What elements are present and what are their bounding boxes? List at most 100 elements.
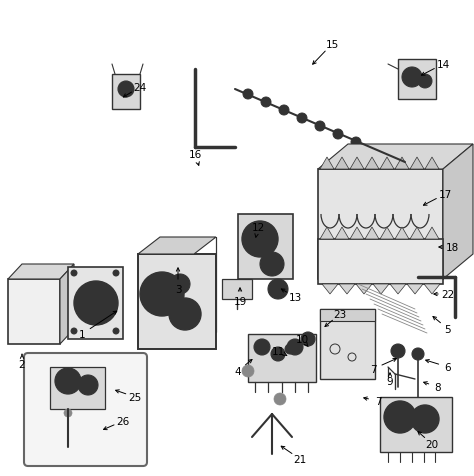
Text: 14: 14 — [437, 60, 450, 70]
Bar — [238, 215, 293, 279]
Circle shape — [393, 410, 407, 424]
Circle shape — [113, 328, 119, 334]
Circle shape — [140, 272, 184, 317]
Circle shape — [285, 344, 295, 354]
Text: 17: 17 — [438, 189, 452, 199]
Text: 1: 1 — [79, 329, 85, 339]
Text: 6: 6 — [445, 362, 451, 372]
Polygon shape — [443, 145, 473, 279]
Circle shape — [279, 106, 289, 116]
Text: 19: 19 — [233, 297, 246, 307]
Polygon shape — [335, 228, 349, 239]
Bar — [318, 239, 443, 284]
Circle shape — [315, 122, 325, 132]
Circle shape — [402, 68, 422, 88]
Text: 12: 12 — [251, 223, 264, 232]
Polygon shape — [335, 158, 349, 169]
Bar — [248, 334, 316, 382]
Text: 16: 16 — [188, 149, 201, 159]
Polygon shape — [60, 265, 74, 344]
Bar — [320, 309, 375, 379]
Circle shape — [88, 296, 104, 311]
Polygon shape — [350, 228, 364, 239]
Text: 11: 11 — [272, 346, 284, 356]
Text: 25: 25 — [128, 392, 142, 402]
Polygon shape — [395, 228, 409, 239]
Bar — [398, 60, 436, 100]
Text: 3: 3 — [175, 284, 182, 294]
Polygon shape — [395, 158, 409, 169]
Circle shape — [113, 270, 119, 277]
Bar — [222, 279, 252, 299]
Circle shape — [274, 393, 286, 405]
FancyBboxPatch shape — [24, 353, 147, 466]
Circle shape — [170, 275, 190, 294]
Circle shape — [261, 98, 271, 108]
Circle shape — [64, 409, 72, 417]
Circle shape — [71, 328, 77, 334]
Polygon shape — [339, 284, 355, 294]
Circle shape — [242, 365, 254, 377]
Circle shape — [301, 332, 315, 346]
Polygon shape — [410, 158, 424, 169]
Text: 26: 26 — [117, 416, 129, 426]
Polygon shape — [424, 284, 440, 294]
Bar — [68, 268, 123, 339]
Bar — [8, 279, 60, 344]
Circle shape — [287, 339, 303, 355]
Polygon shape — [407, 284, 423, 294]
Circle shape — [169, 298, 201, 330]
Polygon shape — [373, 284, 389, 294]
Text: 8: 8 — [435, 382, 441, 392]
Text: 18: 18 — [446, 242, 459, 252]
Circle shape — [297, 114, 307, 124]
Text: 10: 10 — [295, 334, 309, 344]
Polygon shape — [410, 228, 424, 239]
Text: 7: 7 — [370, 364, 376, 374]
Circle shape — [254, 339, 270, 355]
Circle shape — [271, 347, 285, 361]
Polygon shape — [390, 284, 406, 294]
Circle shape — [55, 368, 81, 394]
Polygon shape — [365, 228, 379, 239]
Circle shape — [260, 252, 284, 277]
Polygon shape — [320, 158, 334, 169]
Circle shape — [333, 130, 343, 140]
Text: 7: 7 — [374, 396, 381, 406]
Circle shape — [74, 281, 118, 325]
Circle shape — [152, 284, 172, 304]
Circle shape — [387, 154, 397, 164]
Circle shape — [243, 90, 253, 100]
Polygon shape — [138, 238, 216, 255]
Polygon shape — [322, 284, 338, 294]
Circle shape — [391, 344, 405, 358]
Circle shape — [62, 375, 74, 387]
Bar — [380, 397, 452, 452]
Text: 24: 24 — [133, 83, 146, 93]
Polygon shape — [318, 145, 473, 169]
Polygon shape — [350, 158, 364, 169]
Polygon shape — [320, 228, 334, 239]
Circle shape — [178, 307, 192, 321]
Polygon shape — [380, 228, 394, 239]
Text: 21: 21 — [293, 454, 307, 464]
Circle shape — [267, 259, 277, 269]
Bar — [112, 75, 140, 110]
Text: 22: 22 — [441, 289, 455, 299]
Polygon shape — [425, 158, 439, 169]
Text: 15: 15 — [325, 40, 338, 50]
Circle shape — [71, 270, 77, 277]
Text: 4: 4 — [235, 366, 241, 376]
Bar — [320, 309, 375, 321]
Text: 9: 9 — [387, 376, 393, 386]
Circle shape — [419, 413, 431, 425]
Text: 23: 23 — [333, 309, 346, 319]
Polygon shape — [380, 158, 394, 169]
Text: 20: 20 — [426, 439, 438, 449]
Circle shape — [418, 75, 432, 89]
Text: 13: 13 — [288, 292, 301, 302]
Circle shape — [242, 221, 278, 258]
Circle shape — [252, 231, 268, 248]
Polygon shape — [365, 158, 379, 169]
Circle shape — [268, 279, 288, 299]
